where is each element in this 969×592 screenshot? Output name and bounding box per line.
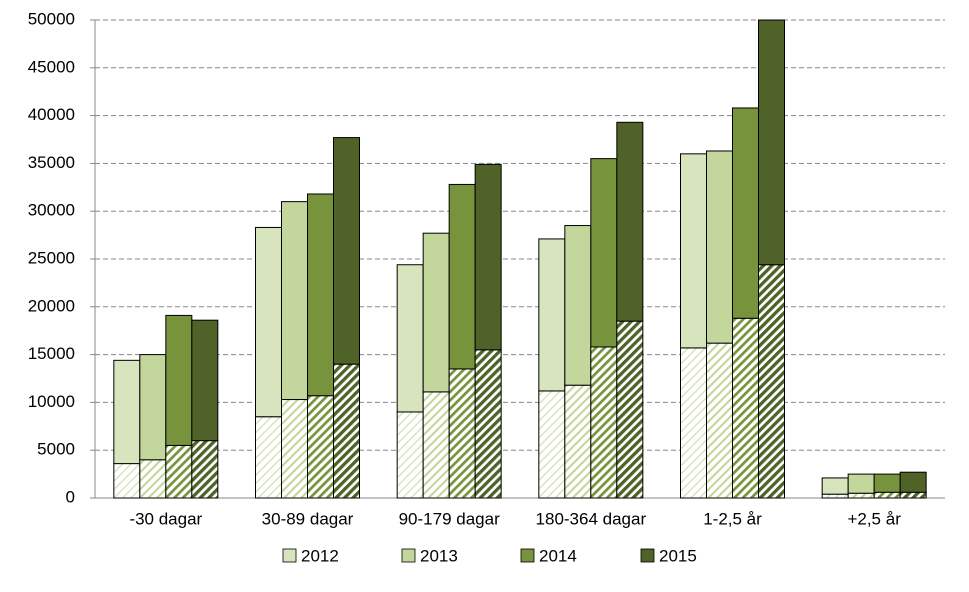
bar-hatched	[821, 493, 849, 499]
bar-hatched	[590, 346, 618, 499]
x-tick-label: 90-179 dagar	[399, 509, 500, 528]
bar-solid	[165, 314, 193, 446]
bar-solid	[191, 319, 219, 442]
bar-hatched	[706, 342, 733, 499]
legend-swatch	[520, 548, 535, 563]
legend-label: 2015	[659, 546, 697, 565]
y-tick-label: 45000	[28, 57, 75, 76]
y-tick-label: 35000	[28, 153, 75, 172]
bar-solid	[847, 473, 875, 494]
y-tick-label: 50000	[28, 9, 75, 28]
bar-hatched	[758, 264, 785, 499]
bar-solid	[422, 232, 450, 393]
bar-hatched	[474, 349, 502, 499]
legend-label: 2014	[539, 546, 577, 565]
y-tick-label: 10000	[28, 392, 75, 411]
bar-hatched	[396, 411, 424, 499]
bar-solid	[899, 471, 927, 493]
bar-hatched	[113, 463, 141, 499]
bar-hatched	[307, 395, 334, 499]
y-tick-label: 40000	[28, 105, 75, 124]
bar-solid	[590, 158, 618, 348]
bar-solid	[139, 354, 167, 461]
bar-hatched	[422, 391, 450, 499]
bar-hatched	[139, 459, 167, 499]
x-tick-label: +2,5 år	[847, 509, 901, 528]
bar-solid	[616, 121, 644, 322]
bar-solid	[281, 201, 308, 401]
bar-hatched	[680, 347, 707, 499]
bar-solid	[732, 107, 759, 319]
bar-solid	[706, 150, 733, 344]
bar-hatched	[847, 492, 875, 499]
bar-solid	[448, 183, 476, 370]
legend-swatch	[401, 548, 416, 563]
x-tick-label: 30-89 dagar	[262, 509, 354, 528]
bar-hatched	[538, 390, 566, 499]
bar-solid	[396, 264, 424, 413]
bar-solid	[255, 226, 282, 418]
bar-solid	[333, 137, 360, 365]
x-tick-label: 180-364 dagar	[536, 509, 647, 528]
bar-solid	[873, 473, 901, 493]
y-tick-label: 0	[66, 487, 75, 506]
bar-hatched	[191, 440, 219, 499]
bar-hatched	[873, 491, 901, 499]
y-tick-label: 25000	[28, 248, 75, 267]
bar-solid	[680, 153, 707, 349]
x-tick-label: 1-2,5 år	[703, 509, 762, 528]
bar-solid	[821, 477, 849, 495]
x-tick-label: -30 dagar	[129, 509, 202, 528]
y-tick-label: 15000	[28, 344, 75, 363]
bar-solid	[474, 163, 502, 351]
bar-hatched	[333, 363, 360, 499]
bar-hatched	[165, 444, 193, 499]
bar-hatched	[281, 399, 308, 499]
bar-hatched	[448, 368, 476, 499]
bar-hatched	[616, 320, 644, 499]
legend-swatch	[640, 548, 655, 563]
y-tick-label: 5000	[37, 440, 75, 459]
legend-label: 2013	[420, 546, 458, 565]
y-tick-label: 30000	[28, 201, 75, 220]
bar-solid	[113, 359, 141, 465]
bar-solid	[538, 238, 566, 392]
legend-label: 2012	[301, 546, 339, 565]
y-tick-label: 20000	[28, 296, 75, 315]
bar-solid	[758, 19, 785, 266]
legend-swatch	[282, 548, 297, 563]
bar-hatched	[732, 317, 759, 499]
bar-hatched	[564, 384, 592, 499]
bar-solid	[564, 225, 592, 386]
bar-hatched	[899, 491, 927, 499]
bar-solid	[307, 193, 334, 397]
bar-hatched	[255, 416, 282, 499]
